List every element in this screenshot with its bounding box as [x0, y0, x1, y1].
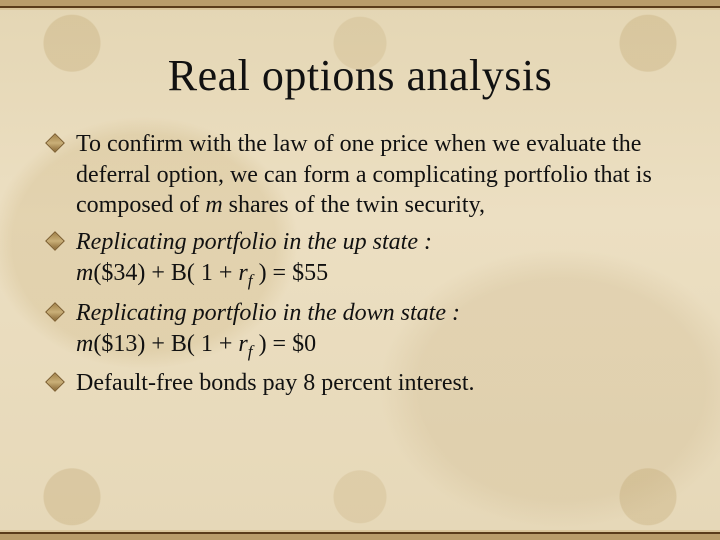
list-item: Replicating portfolio in the up state :m… [46, 227, 670, 292]
bullet-text: Replicating portfolio in the up state :m… [76, 229, 432, 286]
diamond-bullet-icon [45, 302, 65, 322]
diamond-bullet-icon [45, 231, 65, 251]
diamond-bullet-icon [45, 373, 65, 393]
bullet-text: Default-free bonds pay 8 percent interes… [76, 370, 475, 396]
list-item: To confirm with the law of one price whe… [46, 129, 670, 221]
bullet-list: To confirm with the law of one price whe… [44, 129, 676, 399]
bullet-text: To confirm with the law of one price whe… [76, 131, 652, 218]
bullet-text: Replicating portfolio in the down state … [76, 300, 460, 357]
bottom-border [0, 530, 720, 540]
slide-title: Real options analysis [44, 50, 676, 101]
list-item: Default-free bonds pay 8 percent interes… [46, 368, 670, 399]
list-item: Replicating portfolio in the down state … [46, 298, 670, 363]
diamond-bullet-icon [45, 133, 65, 153]
slide: Real options analysis To confirm with th… [0, 0, 720, 540]
top-border [0, 0, 720, 10]
